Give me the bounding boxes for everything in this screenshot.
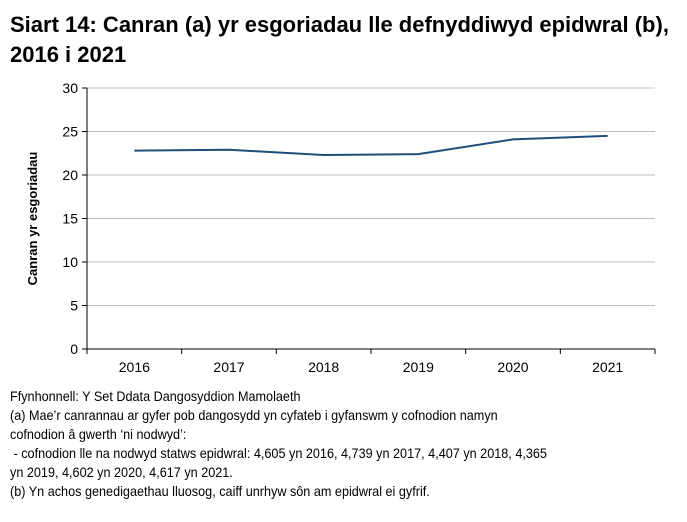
- y-tick-label: 10: [62, 254, 78, 270]
- x-tick-label: 2018: [308, 359, 339, 375]
- x-tick-label: 2021: [592, 359, 623, 375]
- footnotes: Ffynhonnell: Y Set Ddata Dangosyddion Ma…: [10, 387, 633, 501]
- footnote-b: (b) Yn achos genedigaethau lluosog, caif…: [10, 484, 430, 499]
- y-tick-label: 5: [70, 298, 78, 314]
- footnote-a: (a) Mae’r canrannau ar gyfer pob dangosy…: [10, 408, 498, 423]
- footnote-a-list: - cofnodion lle na nodwyd statws epidwra…: [10, 446, 547, 461]
- series-line: [134, 134, 608, 156]
- y-tick-label: 15: [62, 211, 78, 227]
- y-tick-label: 20: [62, 167, 78, 183]
- line-chart: 0 5 10 15 20 25 30 2016 2017 2018 2019 2020 2021 Canr…: [25, 80, 656, 375]
- y-axis-label: Canran yr esgoriadau: [25, 152, 40, 286]
- y-tick-label: 30: [62, 80, 78, 96]
- x-tick-label: 2017: [213, 359, 244, 375]
- footnote-a-cont: cofnodion â gwerth ‘ni nodwyd’:: [10, 427, 187, 442]
- y-tick-label: 0: [70, 341, 78, 357]
- x-tick-label: 2020: [497, 359, 528, 375]
- footnote-a-list-cont: yn 2019, 4,602 yn 2020, 4,617 yn 2021.: [10, 465, 233, 480]
- chart-title: Siart 14: Canran (a) yr esgoriadau lle d…: [10, 12, 669, 67]
- source-note: Ffynhonnell: Y Set Ddata Dangosyddion Ma…: [10, 389, 301, 404]
- y-tick-label: 25: [62, 124, 78, 140]
- x-tick-label: 2016: [119, 359, 150, 375]
- x-tick-label: 2019: [403, 359, 434, 375]
